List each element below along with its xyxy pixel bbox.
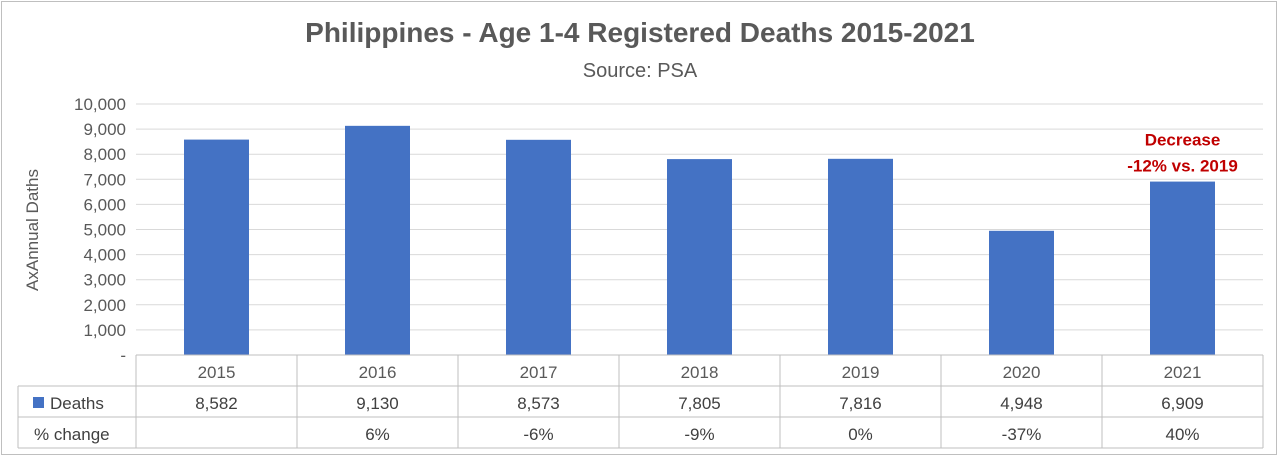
- bar: [667, 159, 732, 355]
- bars: [184, 125, 1215, 355]
- y-tick-label: 10,000: [74, 95, 126, 114]
- gridlines: [136, 103, 1263, 331]
- table-cell: 0%: [848, 425, 873, 444]
- table-cell: -9%: [684, 425, 714, 444]
- legend-swatch: [33, 397, 44, 408]
- table-cell: -37%: [1002, 425, 1042, 444]
- x-tick-label: 2016: [359, 363, 397, 382]
- table-cell: 4,948: [1000, 394, 1043, 413]
- annotation-line: Decrease: [1145, 131, 1221, 150]
- bar: [506, 139, 571, 355]
- table-cell: 7,816: [839, 394, 882, 413]
- x-tick-label: 2018: [681, 363, 719, 382]
- y-axis-label: AxAnnual Daths: [23, 169, 42, 291]
- y-tick-label: 7,000: [83, 170, 126, 189]
- table-row-label: % change: [34, 425, 110, 444]
- table-cell: 6,909: [1161, 394, 1204, 413]
- x-tick-label: 2015: [198, 363, 236, 382]
- table-cell: 7,805: [678, 394, 721, 413]
- y-tick-label: 5,000: [83, 221, 126, 240]
- y-tick-label: -: [120, 346, 126, 365]
- bar: [828, 158, 893, 355]
- y-tick-label: 1,000: [83, 321, 126, 340]
- table-row-label: Deaths: [50, 394, 104, 413]
- table-cell: -6%: [523, 425, 553, 444]
- y-tick-labels: - 1,000 2,000 3,000 4,000 5,000 6,000 7,000 8,00…: [74, 95, 126, 365]
- bar: [989, 230, 1054, 355]
- y-tick-label: 4,000: [83, 246, 126, 265]
- y-tick-label: 9,000: [83, 120, 126, 139]
- y-tick-label: 8,000: [83, 145, 126, 164]
- table-cell: 8,573: [517, 394, 560, 413]
- bar: [1150, 181, 1215, 355]
- y-tick-label: 2,000: [83, 296, 126, 315]
- bar: [184, 139, 249, 355]
- chart-title: Philippines - Age 1-4 Registered Deaths …: [305, 17, 975, 48]
- annotation-line: -12% vs. 2019: [1127, 157, 1238, 176]
- annotation: Decrease -12% vs. 2019: [1127, 131, 1238, 176]
- table-cell: 8,582: [195, 394, 238, 413]
- x-tick-label: 2020: [1003, 363, 1041, 382]
- table-cell: 9,130: [356, 394, 399, 413]
- x-tick-label: 2021: [1164, 363, 1202, 382]
- data-table: 2015 2016 2017 2018 2019 2020 2021 Deaths 8,582 9…: [17, 354, 1264, 449]
- x-tick-label: 2019: [842, 363, 880, 382]
- y-tick-label: 6,000: [83, 195, 126, 214]
- x-tick-label: 2017: [520, 363, 558, 382]
- table-cell: 6%: [365, 425, 390, 444]
- table-cell: 40%: [1165, 425, 1199, 444]
- chart-subtitle: Source: PSA: [583, 60, 698, 82]
- y-tick-label: 3,000: [83, 271, 126, 290]
- bar: [345, 125, 410, 355]
